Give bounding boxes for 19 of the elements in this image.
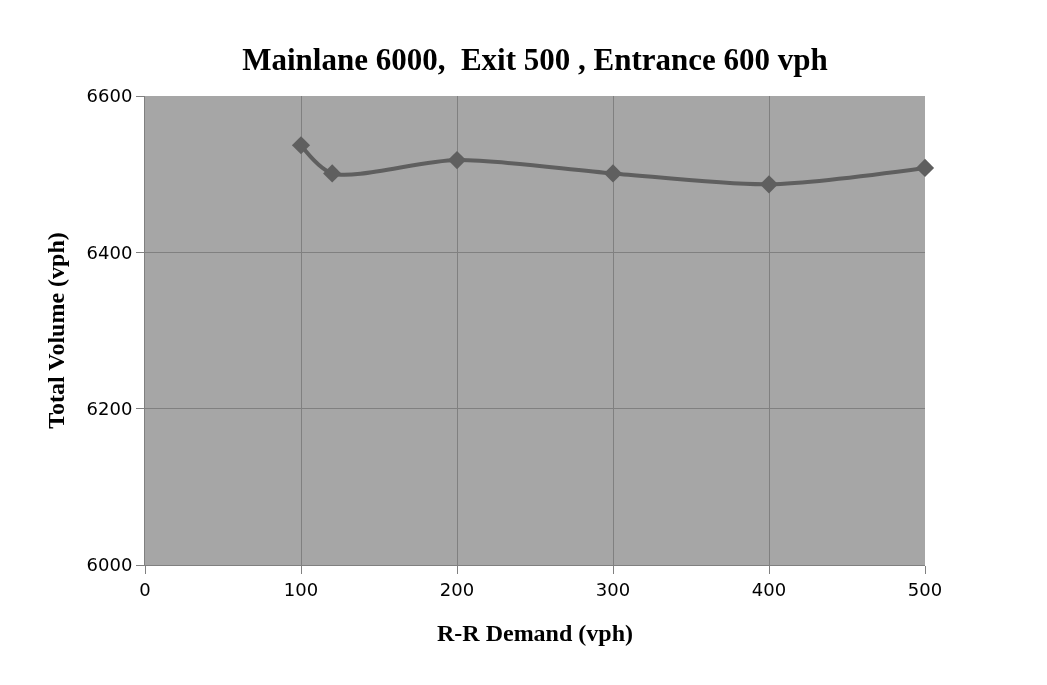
x-tick-label: 300: [595, 578, 631, 600]
y-axis-title: Total Volume (vph): [42, 232, 69, 429]
y-tick-label: 6600: [86, 85, 133, 107]
chart-title: Mainlane 6000, Exit 500 , Entrance 600 vph: [242, 41, 828, 77]
x-tick-label: 400: [751, 578, 787, 600]
x-tick-label: 200: [439, 578, 475, 600]
point: [447, 151, 467, 170]
point: [291, 136, 311, 155]
x-tick-label: 100: [283, 578, 319, 600]
x-tick-label: 500: [907, 578, 943, 600]
point: [323, 164, 342, 183]
point: [759, 175, 779, 194]
point: [915, 158, 935, 178]
y-tick-label: 6400: [86, 241, 133, 263]
y-tick-label: 6200: [86, 397, 133, 419]
x-tick-label: 0: [139, 578, 151, 600]
x-axis-title: R-R Demand (vph): [436, 619, 634, 646]
y-tick-label: 6000: [86, 554, 133, 576]
point: [603, 164, 623, 183]
